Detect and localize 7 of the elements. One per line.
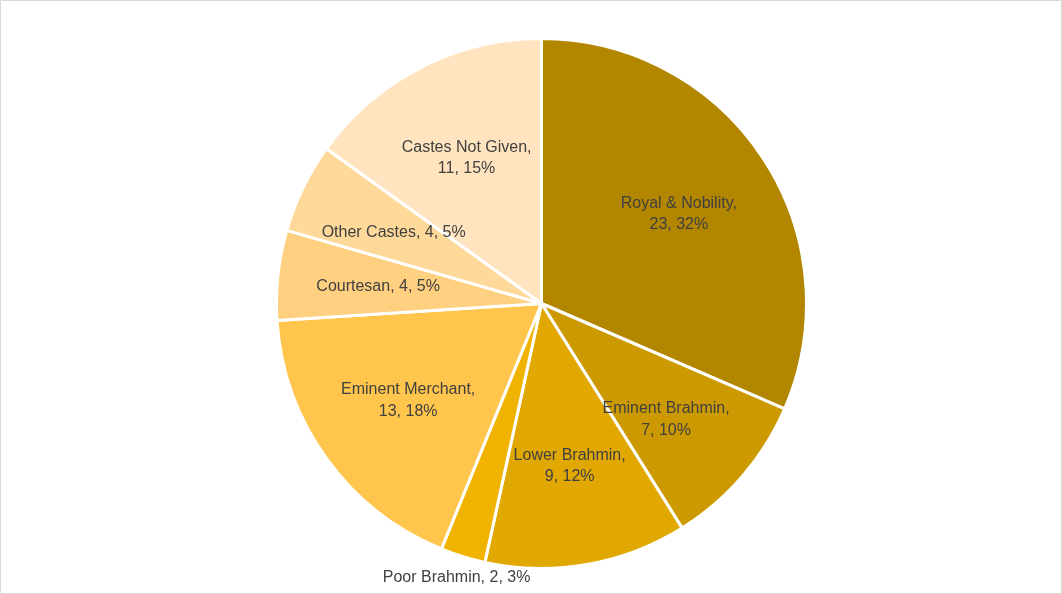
slice-label: Poor Brahmin, 2, 3%: [382, 568, 531, 586]
slice-label: Courtesan, 4, 5%: [316, 277, 440, 295]
slice-label: Other Castes, 4, 5%: [321, 223, 466, 241]
slice-label: Castes Not Given, 11, 15%: [401, 138, 532, 177]
slice-label: Eminent Merchant, 13, 18%: [341, 380, 476, 419]
slice-label: Lower Brahmin, 9, 12%: [513, 446, 626, 485]
slice-label: Royal & Nobility, 23, 32%: [620, 194, 737, 233]
